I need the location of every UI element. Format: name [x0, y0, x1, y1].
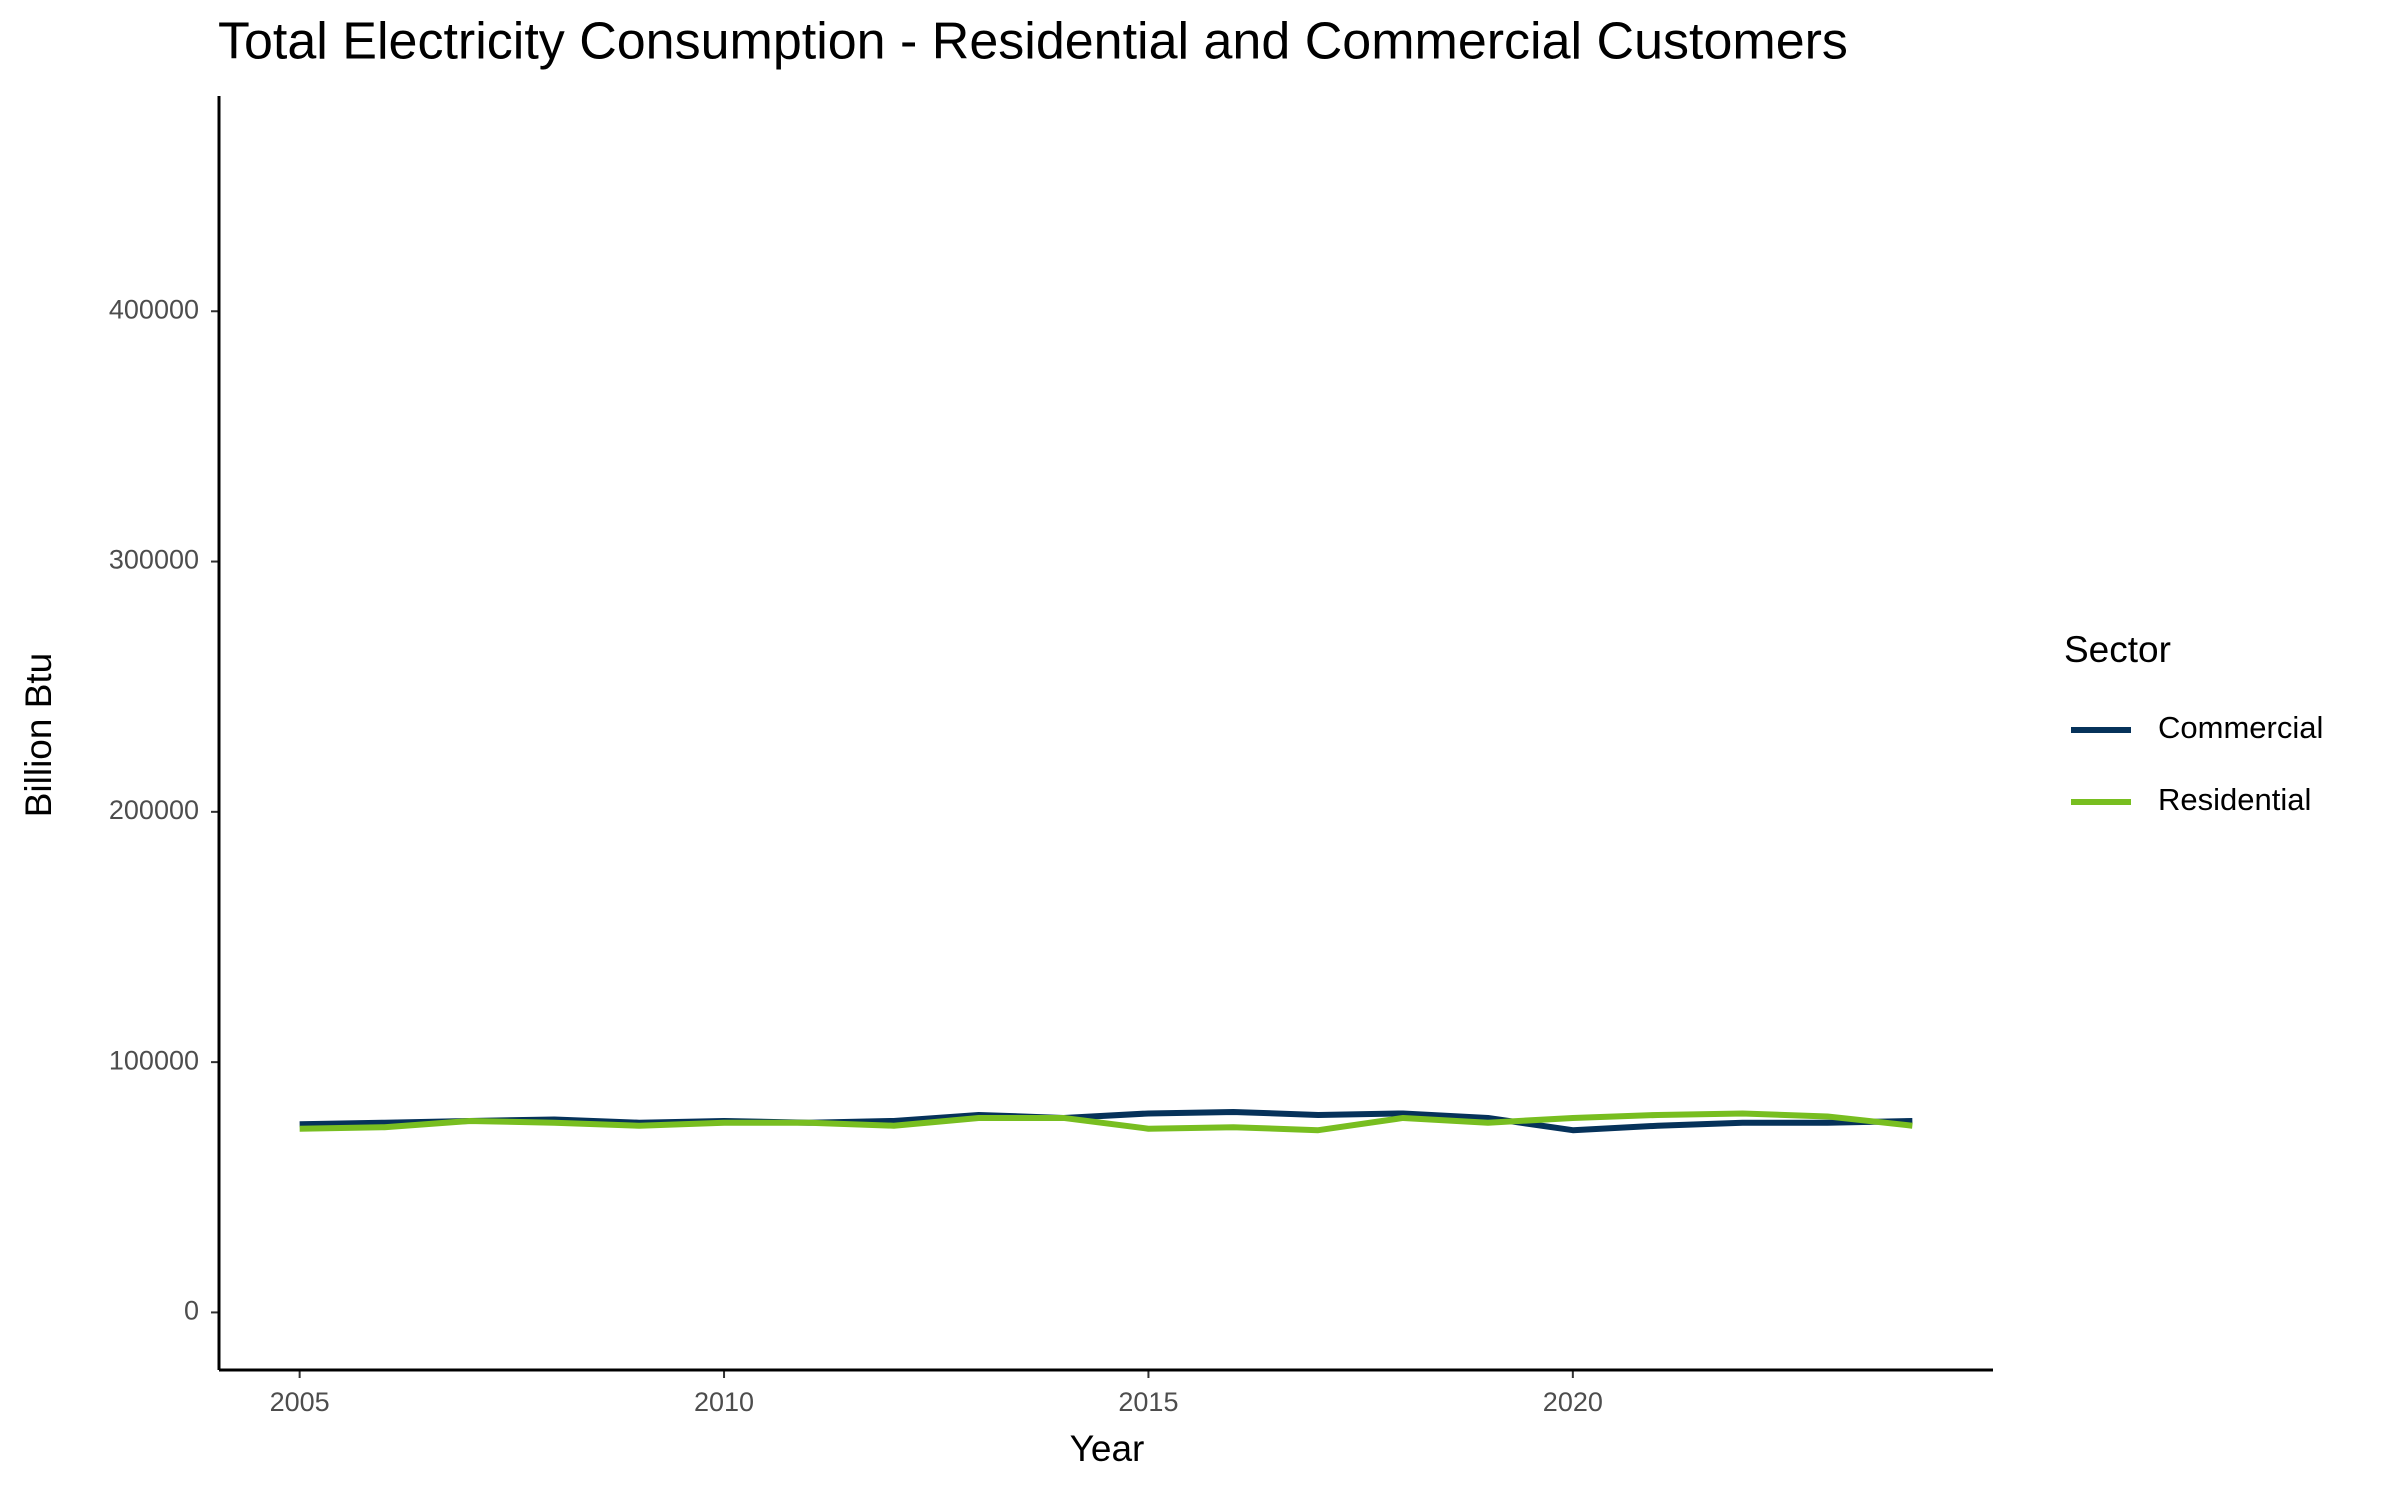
- series-line: [299, 1110, 1913, 1134]
- x-tick-label: 2010: [694, 1387, 754, 1417]
- legend-label: Commercial: [2158, 710, 2323, 745]
- y-tick-label: 0: [184, 1296, 199, 1326]
- y-tick-label: 300000: [109, 545, 199, 575]
- y-tick-label: 400000: [109, 294, 199, 324]
- x-tick-label: 2020: [1543, 1387, 1603, 1417]
- chart-title: Total Electricity Consumption - Resident…: [218, 13, 1848, 71]
- series-line: [299, 1108, 1913, 1134]
- y-axis-title: Billion Btu: [18, 653, 59, 818]
- legend-title: Sector: [2064, 629, 2171, 670]
- y-tick-label: 100000: [109, 1045, 199, 1075]
- x-axis-title: Year: [1070, 1428, 1145, 1469]
- legend-label: Residential: [2158, 782, 2311, 817]
- x-tick-label: 2015: [1118, 1387, 1178, 1417]
- y-tick-label: 200000: [109, 795, 199, 825]
- x-tick-label: 2005: [270, 1387, 330, 1417]
